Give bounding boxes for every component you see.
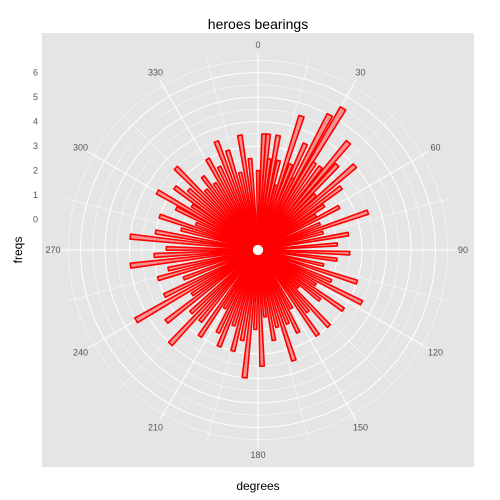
angle-tick-label: 330 (148, 68, 163, 78)
angle-tick-label: 270 (45, 245, 60, 255)
radial-gridline (129, 121, 387, 379)
x-axis-title: degrees (236, 479, 279, 493)
angle-tick-label: 120 (428, 348, 443, 358)
radial-tick-label: 3 (33, 141, 38, 151)
radial-gridline (80, 72, 436, 428)
angle-tick-label: 180 (250, 450, 265, 460)
radial-tick-label: 4 (33, 117, 38, 127)
angle-tick-label: 240 (73, 348, 88, 358)
radial-tick-label: 5 (33, 92, 38, 102)
radial-gridline (92, 84, 424, 416)
angle-tick-labels: 0 30 60 90 120 150 180 210 240 270 300 330 (45, 40, 468, 460)
polar-bar (247, 157, 259, 245)
angle-tick-label: 150 (353, 423, 368, 433)
radial-gridline (141, 133, 375, 367)
angle-tick-label: 90 (458, 245, 468, 255)
gridlines (61, 53, 455, 447)
radial-tick-label: 0 (33, 215, 38, 225)
angle-tick-label: 30 (355, 68, 365, 78)
angle-tick-label: 210 (148, 423, 163, 433)
angle-tick-label: 0 (255, 40, 260, 50)
radial-tick-label: 2 (33, 166, 38, 176)
radial-gridline (117, 109, 399, 391)
angle-tick-label: 60 (430, 143, 440, 153)
bars (129, 106, 370, 379)
radial-tick-label: 6 (33, 68, 38, 78)
radial-tick-label: 1 (33, 190, 38, 200)
radial-gridline (68, 60, 448, 440)
angle-tick-label: 300 (73, 143, 88, 153)
radial-gridline (153, 145, 363, 355)
radial-tick-labels: 0 1 2 3 4 5 6 (33, 68, 38, 225)
radial-gridline (104, 96, 412, 404)
chart-title: heroes bearings (208, 16, 308, 32)
y-axis-title: freqs (11, 237, 25, 264)
